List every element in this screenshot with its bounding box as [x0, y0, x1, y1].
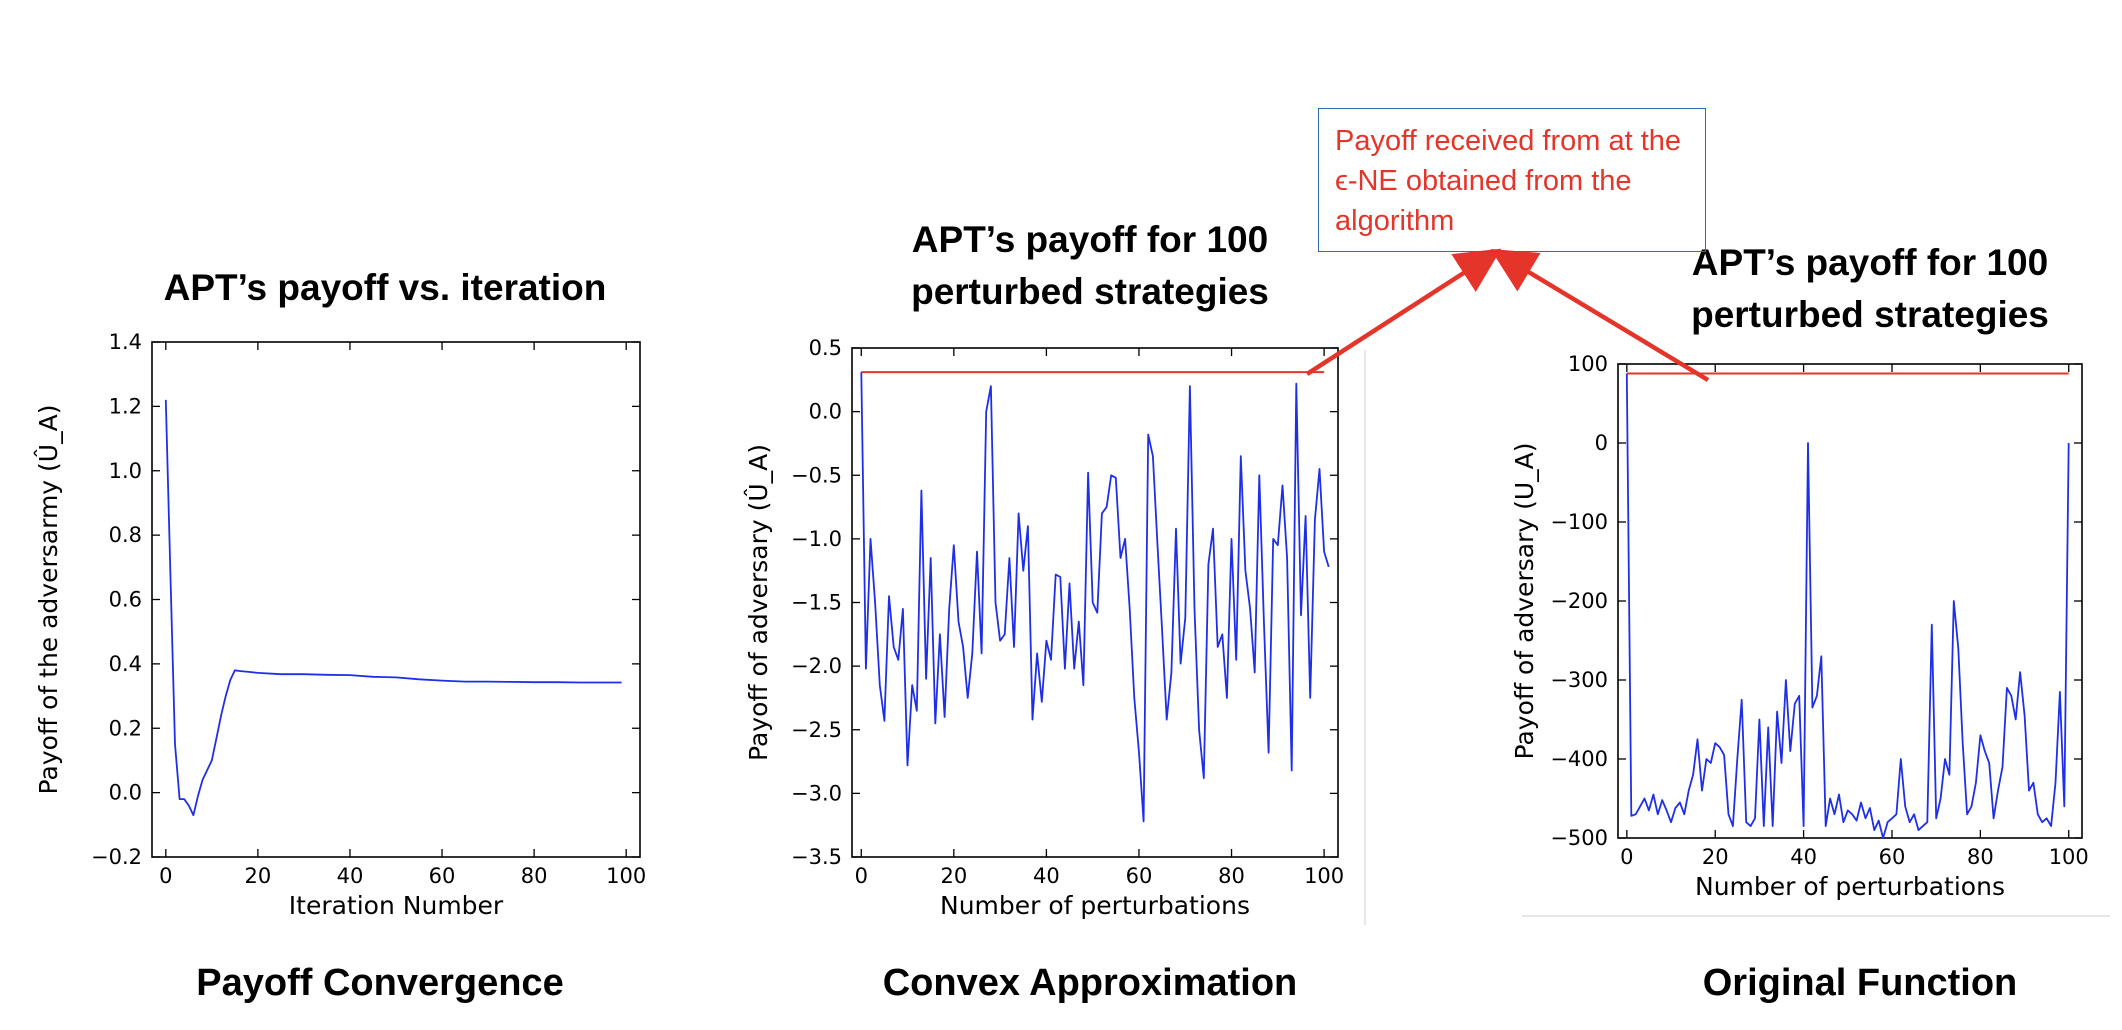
middle-y-tick-label: 0.0 — [809, 400, 842, 424]
left-y-tick-label: 0.8 — [109, 523, 142, 547]
right-series-line — [1625, 373, 2070, 839]
right-x-tick-label: 40 — [1790, 845, 1817, 869]
right-x-tick-label: 0 — [1620, 845, 1633, 869]
left-y-tick-label: 1.2 — [109, 394, 142, 418]
right-x-tick-label: 20 — [1702, 845, 1729, 869]
middle-series-line — [860, 372, 1330, 823]
right-y-tick-label: −300 — [1550, 668, 1608, 692]
right-title-line1: APT’s payoff for 100 — [1691, 242, 2049, 283]
middle-y-tick-label: −0.5 — [791, 463, 842, 487]
left-x-tick-label: 40 — [337, 864, 364, 888]
middle-x-tick-label: 80 — [1218, 864, 1245, 888]
middle-y-tick-label: −2.0 — [791, 654, 842, 678]
left-y-tick-label: 0.6 — [109, 588, 142, 612]
left-x-tick-label: 60 — [429, 864, 456, 888]
middle-x-tick-label: 20 — [940, 864, 967, 888]
middle-x-tick-label: 40 — [1033, 864, 1060, 888]
left-x-tick-label: 20 — [245, 864, 272, 888]
right-y-tick-label: 100 — [1568, 352, 1608, 376]
right-x-tick-label: 80 — [1967, 845, 1994, 869]
left-panel-title: APT’s payoff vs. iteration — [95, 262, 675, 314]
left-plot-frame — [151, 341, 641, 858]
middle-y-tick-label: −1.5 — [791, 591, 842, 615]
left-x-tick-label: 100 — [606, 864, 646, 888]
middle-title-line1: APT’s payoff for 100 — [911, 219, 1269, 260]
left-y-axis-label: Payoff of the adversarmy (Û_A) — [33, 405, 63, 795]
left-y-tick-label: 0.0 — [109, 781, 142, 805]
middle-title-line2: perturbed strategies — [911, 271, 1269, 312]
left-y-tick-label: 0.2 — [109, 716, 142, 740]
left-y-tick-label: 0.4 — [109, 652, 142, 676]
left-y-tick-label: −0.2 — [91, 845, 142, 869]
left-series-line — [164, 399, 622, 817]
right-panel-caption: Original Function — [1702, 962, 2018, 1004]
middle-panel-title: APT’s payoff for 100 perturbed strategie… — [800, 214, 1380, 318]
left-y-tick-label: 1.0 — [109, 459, 142, 483]
middle-y-tick-label: −3.0 — [791, 781, 842, 805]
middle-y-tick-label: −1.0 — [791, 527, 842, 551]
left-x-axis-label: Iteration Number — [289, 891, 504, 920]
left-y-tick-label: 1.4 — [109, 330, 142, 354]
callout-arrows — [1305, 248, 2110, 925]
right-plot-frame — [1617, 363, 2083, 839]
callout-arrow — [1490, 249, 1710, 382]
left-x-tick-label: 80 — [521, 864, 548, 888]
left-panel-caption: Payoff Convergence — [196, 962, 564, 1004]
middle-x-tick-label: 100 — [1304, 864, 1344, 888]
right-y-axis-label: Payoff of adversary (U_A) — [1510, 443, 1539, 760]
right-panel-title: APT’s payoff for 100 perturbed strategie… — [1580, 237, 2122, 341]
left-title-line1: APT’s payoff vs. iteration — [163, 267, 607, 308]
middle-panel-caption: Convex Approximation — [882, 962, 1298, 1004]
right-x-tick-label: 100 — [2049, 845, 2089, 869]
middle-y-tick-label: 0.5 — [809, 336, 842, 360]
left-x-tick-label: 0 — [159, 864, 172, 888]
right-y-tick-label: −500 — [1550, 826, 1608, 850]
middle-y-axis-label: Payoff of adversary (Û_A) — [743, 444, 773, 761]
right-y-tick-label: −100 — [1550, 510, 1608, 534]
right-y-tick-label: 0 — [1595, 431, 1608, 455]
callout-text: Payoff received from at the ϵ-NE obtaine… — [1335, 125, 1682, 237]
callout-arrow — [1305, 248, 1502, 376]
original-function-chart: 0 20 40 60 80 100 −500 −400 −300 −200 −100 0 100 Numb… — [1510, 352, 2089, 901]
right-y-tick-label: −200 — [1550, 589, 1608, 613]
payoff-convergence-chart: 0 20 40 60 80 100 −0.2 0.0 0.2 0.4 0.6 0.8 1.0 1.2 1.4… — [33, 330, 646, 920]
middle-x-axis-label: Number of perturbations — [940, 891, 1250, 920]
convex-approximation-chart: 0 20 40 60 80 100 −3.5 −3.0 −2.5 −2.0 −1.5 −1.0 −0.5… — [743, 336, 1344, 920]
right-title-line2: perturbed strategies — [1691, 294, 2049, 335]
right-x-tick-label: 60 — [1879, 845, 1906, 869]
middle-y-tick-label: −2.5 — [791, 718, 842, 742]
right-y-tick-label: −400 — [1550, 747, 1608, 771]
middle-x-tick-label: 0 — [855, 864, 868, 888]
middle-x-tick-label: 60 — [1126, 864, 1153, 888]
right-x-axis-label: Number of perturbations — [1695, 872, 2005, 901]
middle-y-tick-label: −3.5 — [791, 845, 842, 869]
callout-box: Payoff received from at the ϵ-NE obtaine… — [1318, 108, 1706, 252]
